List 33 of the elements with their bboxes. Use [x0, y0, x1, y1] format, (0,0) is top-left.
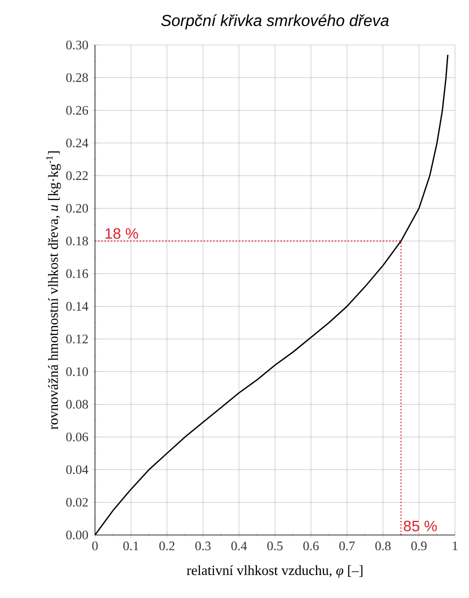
y-tick-label: 0.06: [66, 432, 88, 442]
ref-line-label: 85 %: [404, 520, 437, 532]
x-tick-label: 0: [92, 542, 98, 550]
x-tick-label: 0.1: [123, 542, 138, 550]
y-axis-title: rovnovážná hmotnostní vlhkost dřeva, u [kg·kg$^{-1}$]: [46, 151, 61, 430]
x-tick-label: 0.2: [159, 542, 174, 550]
ref-line-label: 18 %: [106, 228, 138, 239]
x-tick-label: 0.4: [231, 542, 247, 550]
y-tick-label: 0.30: [66, 40, 88, 50]
x-tick-label: 0.3: [195, 542, 211, 550]
y-tick-label: 0.20: [66, 204, 88, 213]
y-tick-label: 0.26: [66, 106, 88, 115]
y-tick-label: 0.22: [66, 171, 88, 180]
x-tick-label: 1: [452, 542, 458, 550]
y-tick-label: 0.08: [66, 400, 88, 409]
x-tick-label: 0.7: [339, 542, 355, 550]
y-tick-label: 0.16: [66, 269, 88, 278]
chart-title: Sorpční křivka smrkového dřeva: [161, 14, 389, 30]
y-tick-label: 0.14: [66, 302, 88, 311]
x-tick-label: 0.9: [411, 542, 427, 550]
x-tick-label: 0.6: [303, 542, 319, 550]
y-tick-label: 0.10: [66, 367, 88, 376]
x-axis-title: relativní vlhkost vzduchu, φ [–]: [186, 565, 362, 578]
y-tick-label: 0.18: [66, 236, 88, 246]
y-tick-label: 0.02: [66, 498, 88, 507]
y-tick-label: 0.24: [66, 138, 88, 148]
y-tick-label: 0.04: [66, 465, 88, 474]
x-tick-label: 0.5: [267, 542, 283, 550]
y-tick-label: 0.28: [66, 73, 88, 82]
y-tick-label: 0.00: [66, 530, 88, 540]
x-tick-label: 0.8: [375, 542, 391, 550]
y-tick-label: 0.12: [66, 334, 88, 344]
line-series: [94, 54, 448, 536]
